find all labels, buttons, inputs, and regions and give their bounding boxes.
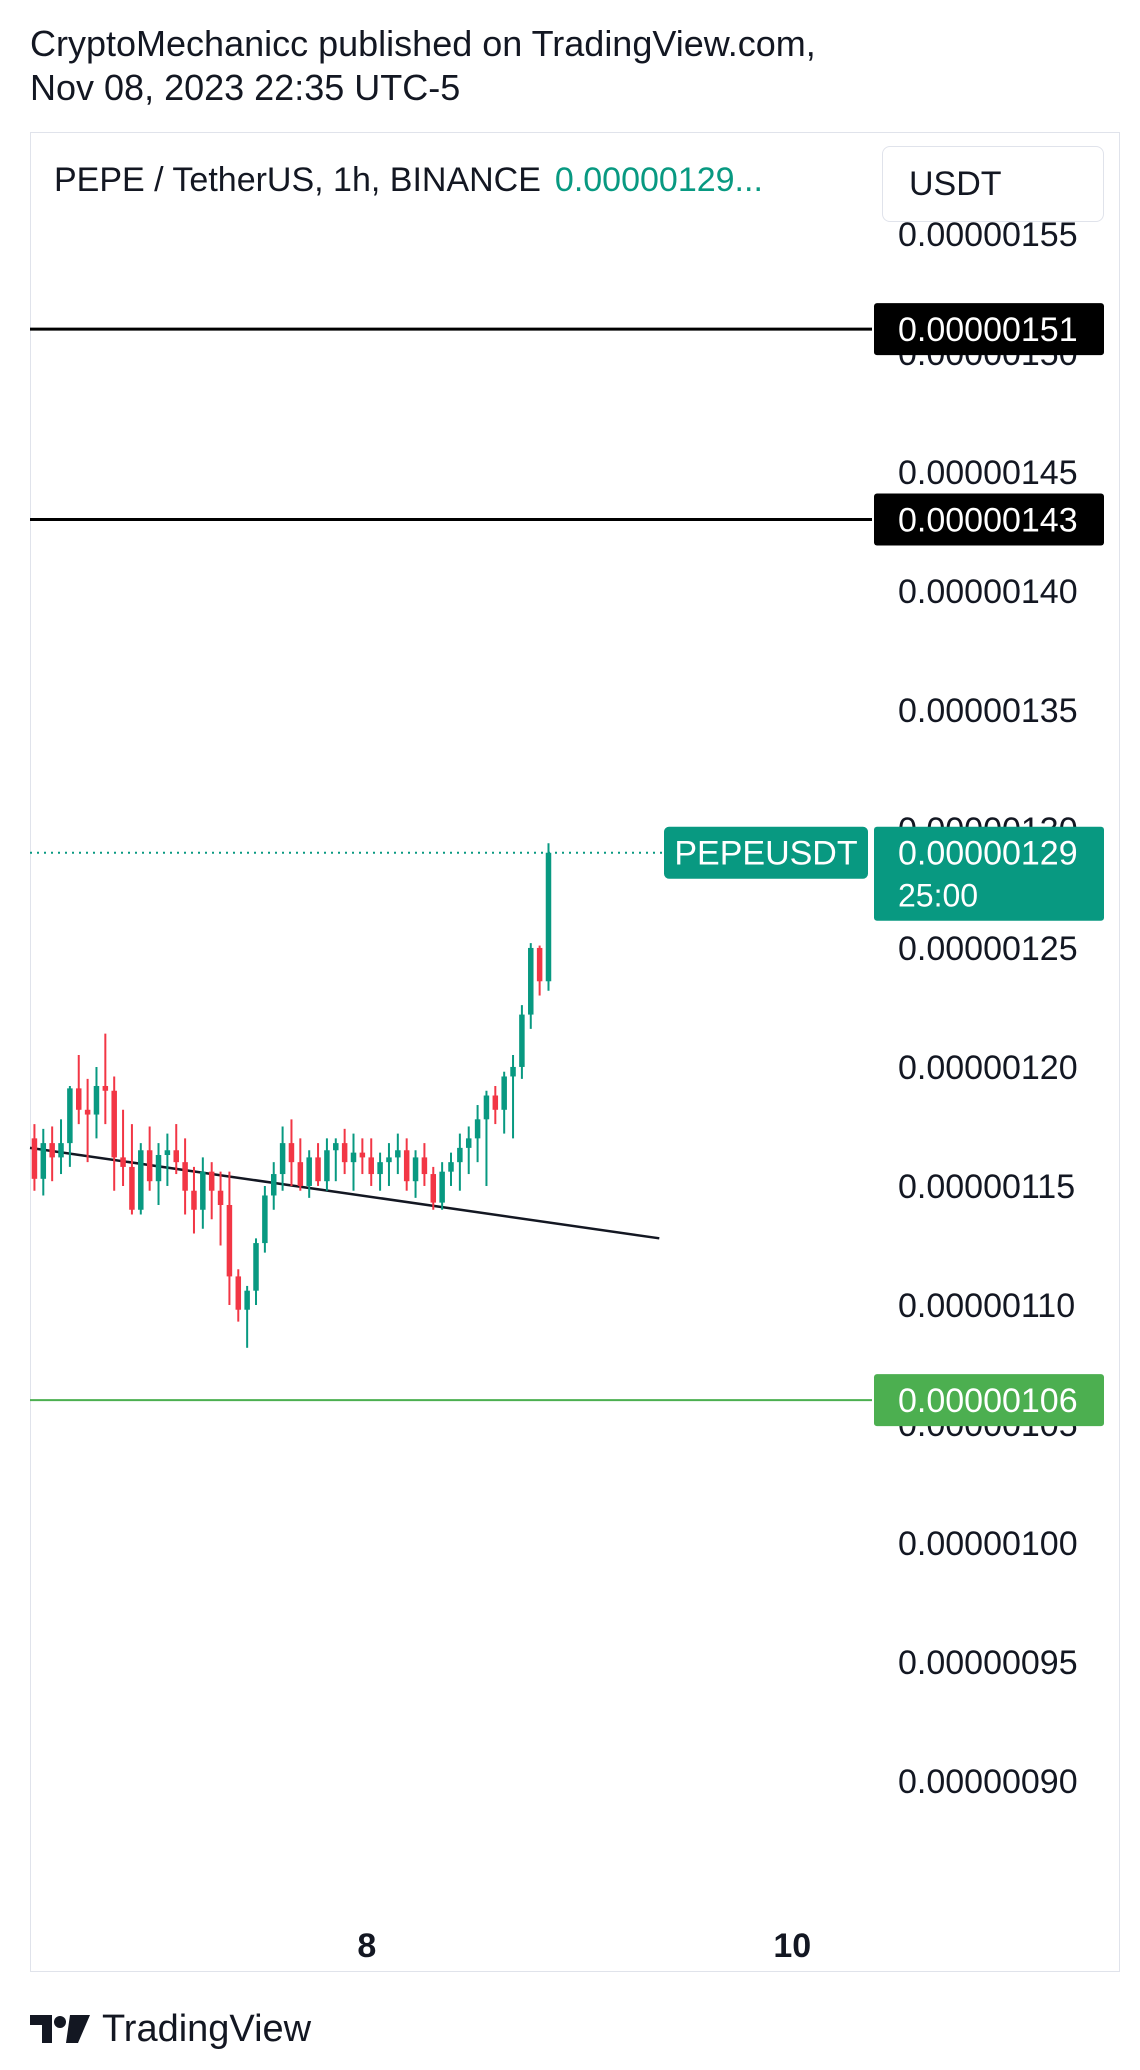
candle-body — [49, 1143, 55, 1158]
price-axis-label: 0.00000095 — [898, 1644, 1078, 1682]
time-axis-label: 10 — [773, 1927, 811, 1965]
candle-body — [84, 1109, 91, 1115]
price-tag-label: 0.00000143 — [898, 502, 1078, 540]
tradingview-brand-text: TradingView — [102, 2007, 312, 2050]
candle-body — [182, 1162, 188, 1191]
candle-body — [262, 1195, 268, 1244]
time-axis-label: 8 — [357, 1927, 376, 1965]
candle-body — [191, 1190, 197, 1210]
candle-body — [297, 1162, 304, 1186]
candle-body — [75, 1088, 82, 1110]
candle-body — [368, 1157, 374, 1175]
candle-body — [412, 1157, 419, 1182]
candle-body — [208, 1171, 215, 1191]
candle-body — [31, 1138, 38, 1179]
candle-body — [350, 1152, 357, 1163]
candle-body — [146, 1150, 153, 1182]
candle-body — [536, 947, 543, 982]
candle-body — [315, 1157, 321, 1182]
candle-body — [173, 1150, 179, 1163]
candle-body — [155, 1155, 162, 1182]
candle-body — [40, 1143, 47, 1179]
published-line: CryptoMechanicc published on TradingView… — [30, 23, 816, 64]
candle-body — [138, 1150, 144, 1210]
price-tag — [874, 303, 1104, 356]
candle-body — [129, 1166, 135, 1210]
candle-body — [270, 1174, 277, 1196]
candle-body — [226, 1204, 233, 1277]
candle-body — [288, 1143, 295, 1163]
candle-body — [395, 1150, 401, 1158]
symbol-legend: PEPE / TetherUS, 1h, BINANCE 0.00000129..… — [54, 158, 763, 202]
candle-body — [102, 1085, 109, 1091]
candle-body — [235, 1276, 242, 1310]
candle-body — [67, 1088, 73, 1144]
last-price-tag — [874, 826, 1104, 921]
candle-body — [324, 1150, 330, 1182]
price-tag-label: 0.00000106 — [898, 1382, 1078, 1420]
candle-body — [111, 1090, 117, 1158]
last-price-label: 0.00000129 — [898, 835, 1078, 873]
trendline — [29, 1146, 660, 1240]
candle-body — [545, 852, 552, 982]
candle-body — [492, 1095, 499, 1110]
candle-body — [474, 1119, 481, 1139]
candle-body — [341, 1143, 348, 1163]
price-tag — [874, 493, 1104, 546]
candle-body — [217, 1190, 224, 1205]
candle-body — [377, 1162, 383, 1175]
footer-brand[interactable]: TradingView — [30, 2004, 311, 2054]
candle-body — [93, 1085, 100, 1115]
candle-body — [403, 1150, 410, 1182]
candle-body — [510, 1066, 516, 1077]
bar-countdown-label: 25:00 — [898, 878, 978, 914]
price-axis-label: 0.00000145 — [898, 454, 1078, 492]
symbol-tag — [664, 826, 868, 879]
candle-body — [439, 1171, 445, 1203]
candle-body — [200, 1171, 206, 1210]
price-axis-label: 0.00000115 — [898, 1168, 1075, 1206]
candle-body — [164, 1150, 171, 1156]
candle-body — [306, 1157, 312, 1186]
candle-body — [58, 1143, 64, 1158]
chart-frame — [30, 132, 1120, 1972]
candle-body — [457, 1147, 463, 1163]
tradingview-logo-icon — [30, 2015, 90, 2043]
candle-body — [359, 1152, 366, 1158]
candle-body — [519, 1014, 525, 1067]
currency-unit-button[interactable]: USDT — [882, 146, 1104, 222]
price-axis-label: 0.00000125 — [898, 930, 1078, 968]
candle-body — [501, 1076, 507, 1110]
price-axis-label: 0.00000110 — [898, 1287, 1075, 1325]
price-axis-label: 0.00000155 — [898, 216, 1078, 254]
price-axis-label: 0.00000140 — [898, 573, 1078, 611]
publisher-info: CryptoMechanicc published on TradingView… — [30, 22, 816, 110]
candle-body — [333, 1143, 339, 1151]
candle-body — [483, 1095, 490, 1120]
published-date: Nov 08, 2023 22:35 UTC-5 — [30, 67, 461, 108]
price-axis-label: 0.00000120 — [898, 1049, 1078, 1087]
candle-body — [421, 1157, 428, 1175]
symbol-tag-label: PEPEUSDT — [674, 835, 857, 873]
candle-body — [279, 1143, 286, 1175]
candle-body — [244, 1290, 250, 1310]
candle-body — [120, 1157, 126, 1167]
candle-body — [448, 1162, 454, 1172]
symbol-title: PEPE / TetherUS, 1h, BINANCE — [54, 161, 541, 199]
candle-body — [253, 1243, 259, 1291]
candle-body — [528, 947, 534, 1015]
price-tag-label: 0.00000151 — [898, 311, 1078, 349]
legend-price: 0.00000129... — [554, 161, 763, 199]
price-axis-label: 0.00000135 — [898, 692, 1078, 730]
price-axis-label: 0.00000090 — [898, 1763, 1078, 1801]
candle-body — [465, 1138, 472, 1148]
price-axis-label: 0.00000100 — [898, 1525, 1078, 1563]
price-tag — [874, 1374, 1104, 1427]
candle-body — [386, 1157, 392, 1163]
candle-body — [430, 1174, 437, 1203]
